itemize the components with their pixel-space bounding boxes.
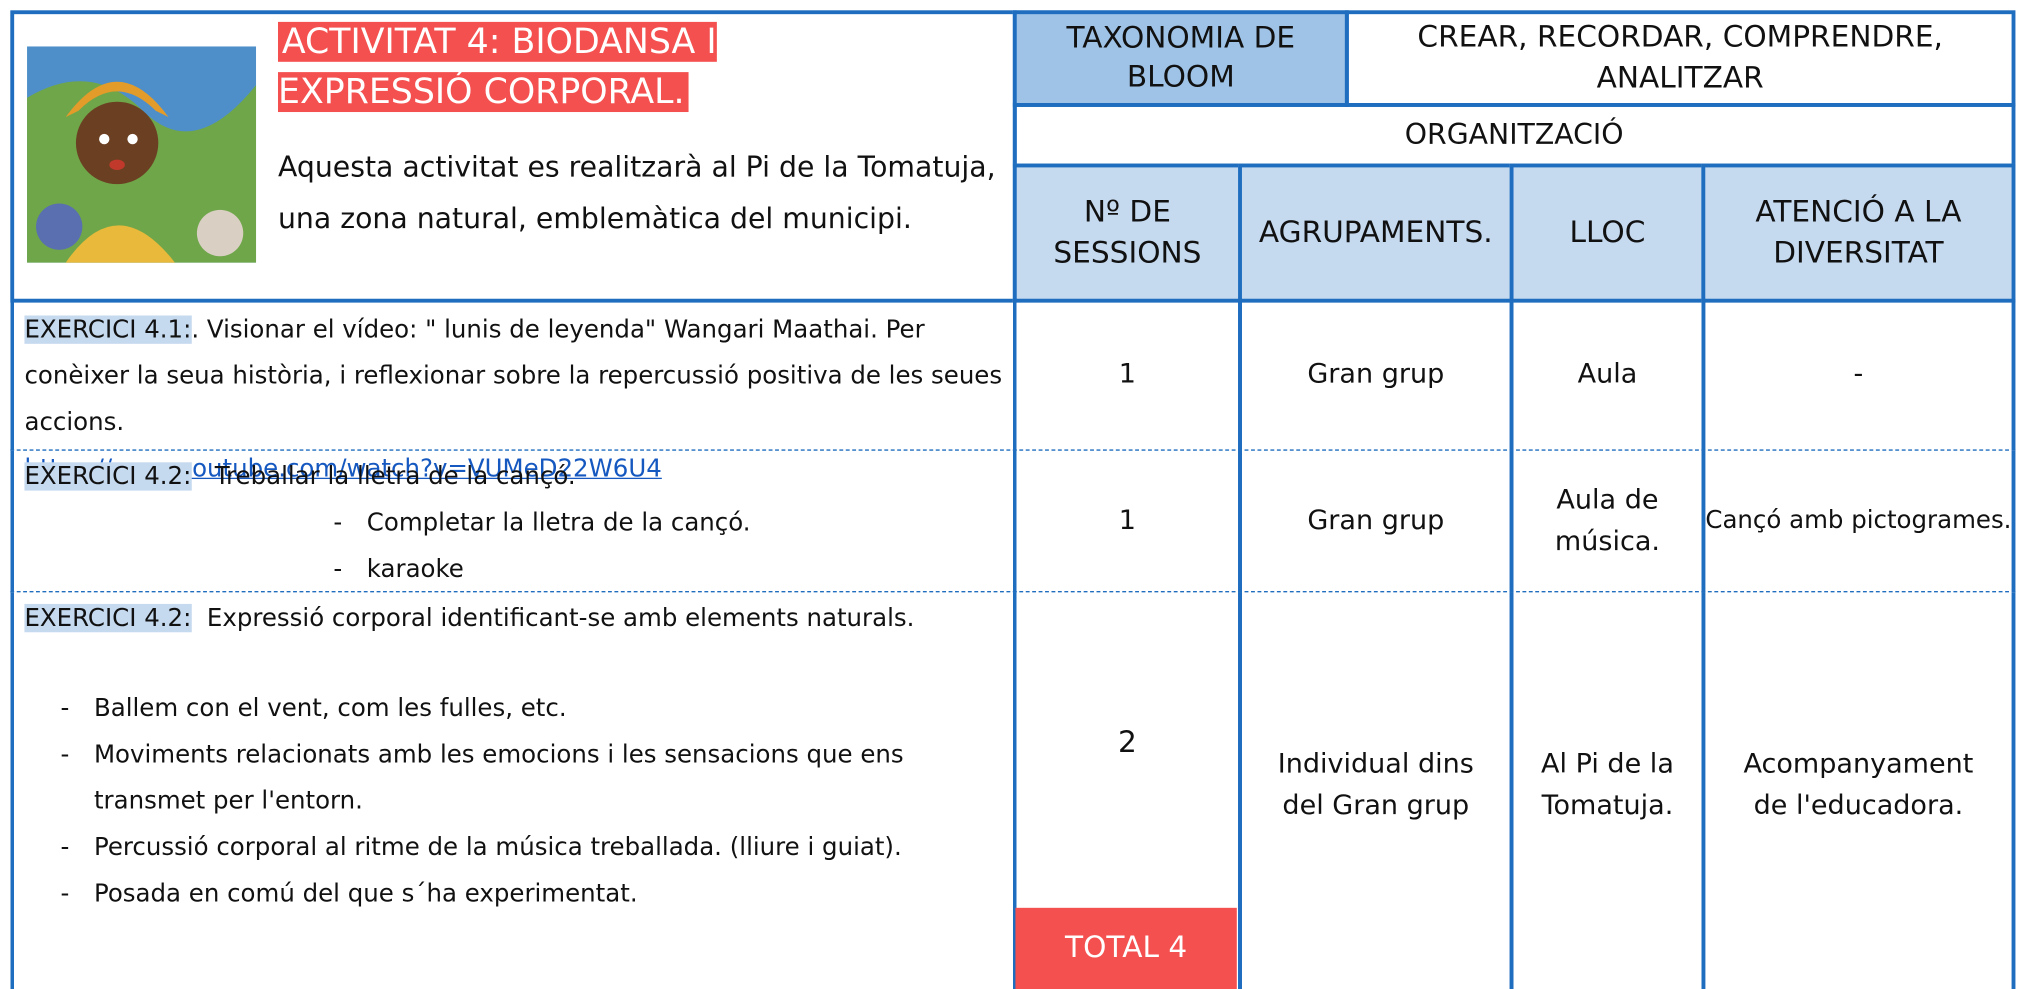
exercise-cell: EXERCICI 4.1:. Visionar el vídeo: " luni… [10, 298, 1017, 483]
exercise-item: Completar la lletra de la cançó. [333, 500, 750, 547]
place: Al Pi de la Tomatuja. [1509, 592, 1706, 989]
column-header: AGRUPAMENTS. [1238, 163, 1514, 303]
place: Aula de música. [1509, 450, 1706, 593]
exercise-item: Moviments relacionats amb les emocions i… [60, 732, 1002, 825]
exercise-item: Percussió corporal al ritme de la música… [60, 825, 1002, 872]
activity-description: Aquesta activitat es realitzarà al Pi de… [277, 151, 996, 236]
exercise-label: EXERCICI 4.2: [24, 462, 192, 491]
exercise-text: . Visionar el vídeo: " lunis de leyenda"… [24, 315, 1003, 437]
column-header: LLOC [1509, 163, 1706, 303]
grouping: Gran grup [1238, 298, 1514, 451]
grouping: Individual dins del Gran grup [1238, 592, 1514, 989]
exercise-item: karaoke [333, 546, 750, 593]
exercise-label: EXERCICI 4.1: [24, 315, 192, 344]
exercise-text: Treballar la lletra de la cançó. [214, 462, 576, 491]
column-header: Nº DE SESSIONS [1012, 163, 1242, 303]
column-header: ATENCIÓ A LA DIVERSITAT [1701, 163, 2016, 303]
place: Aula [1509, 298, 1706, 451]
organization-title: ORGANITZACIÓ [1012, 103, 2016, 168]
activity-header: ACTIVITAT 4: BIODANSA I EXPRESSIÓ CORPOR… [10, 10, 1017, 303]
diversity: Acompanyament de l'educadora. [1701, 592, 2016, 989]
exercise-cell: EXERCICI 4.2: Expressió corporal identif… [10, 592, 1017, 989]
bloom-value: CREAR, RECORDAR, COMPRENDRE, ANALITZAR [1344, 10, 2016, 107]
sessions: 1 [1012, 298, 1242, 451]
exercise-cell: EXERCICI 4.2: Treballar la lletra de la … [10, 450, 1017, 593]
exercise-item: Ballem con el vent, com les fulles, etc. [60, 685, 1002, 732]
diversity: - [1701, 298, 2016, 451]
exercise-label: EXERCICI 4.2: [24, 603, 192, 633]
exercise-text: Expressió corporal identificant-se amb e… [206, 603, 915, 633]
activity-title: ACTIVITAT 4: BIODANSA I EXPRESSIÓ CORPOR… [277, 21, 717, 113]
exercise-item: Posada en comú del que s´ha experimentat… [60, 871, 1002, 918]
bloom-label: TAXONOMIA DE BLOOM [1012, 10, 1349, 107]
total: TOTAL 4 [1015, 907, 1237, 989]
diversity: Cançó amb pictogrames. [1701, 450, 2016, 593]
sessions: 1 [1012, 450, 1242, 593]
grouping: Gran grup [1238, 450, 1514, 593]
activity-image [27, 46, 257, 263]
